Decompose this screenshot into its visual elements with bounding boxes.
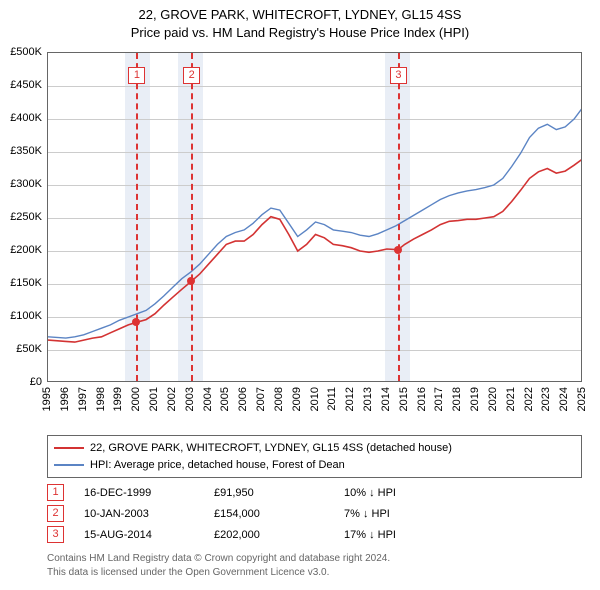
footer-line1: Contains HM Land Registry data © Crown c… — [47, 552, 582, 566]
x-tick-label: 2022 — [523, 387, 535, 411]
legend-swatch — [54, 464, 84, 466]
sale-price: £91,950 — [214, 487, 344, 499]
legend-swatch — [54, 447, 84, 449]
chart-lines — [48, 53, 582, 382]
x-tick-label: 2021 — [505, 387, 517, 411]
x-tick-label: 2020 — [487, 387, 499, 411]
x-tick-label: 2005 — [219, 387, 231, 411]
x-tick-label: 2000 — [130, 387, 142, 411]
sale-date: 16-DEC-1999 — [84, 487, 214, 499]
series-property — [48, 159, 582, 343]
sale-delta: 7% ↓ HPI — [344, 508, 464, 520]
event-line — [136, 53, 138, 381]
sale-marker: 1 — [47, 484, 64, 501]
y-tick-label: £200K — [0, 244, 42, 256]
x-tick-label: 2017 — [433, 387, 445, 411]
x-tick-label: 2010 — [309, 387, 321, 411]
y-tick-label: £50K — [0, 343, 42, 355]
x-tick-label: 1999 — [112, 387, 124, 411]
y-tick-label: £150K — [0, 277, 42, 289]
legend-row: HPI: Average price, detached house, Fore… — [54, 457, 575, 474]
event-marker: 1 — [128, 67, 145, 84]
x-tick-label: 2015 — [398, 387, 410, 411]
event-marker: 2 — [183, 67, 200, 84]
plot-area: 1 2 3 — [47, 52, 582, 382]
legend-label: HPI: Average price, detached house, Fore… — [90, 459, 345, 471]
x-tick-label: 2007 — [255, 387, 267, 411]
sale-row: 3 15-AUG-2014£202,00017% ↓ HPI — [47, 526, 582, 543]
x-tick-label: 2018 — [451, 387, 463, 411]
x-tick-label: 2019 — [469, 387, 481, 411]
x-tick-label: 2006 — [237, 387, 249, 411]
price-chart: 123 £0£50K£100K£150K£200K£250K£300K£350K… — [47, 52, 582, 382]
x-tick-label: 1997 — [77, 387, 89, 411]
sale-price: £202,000 — [214, 529, 344, 541]
y-tick-label: £450K — [0, 79, 42, 91]
sales-table: 1 16-DEC-1999£91,95010% ↓ HPI 2 10-JAN-2003… — [47, 480, 582, 547]
sale-row: 2 10-JAN-2003£154,0007% ↓ HPI — [47, 505, 582, 522]
sale-dot — [132, 318, 140, 326]
legend-label: 22, GROVE PARK, WHITECROFT, LYDNEY, GL15… — [90, 442, 452, 454]
y-tick-label: £250K — [0, 211, 42, 223]
sale-dot — [394, 246, 402, 254]
sale-marker: 2 — [47, 505, 64, 522]
sale-dot — [187, 277, 195, 285]
event-marker: 3 — [390, 67, 407, 84]
x-tick-label: 2002 — [166, 387, 178, 411]
legend: 22, GROVE PARK, WHITECROFT, LYDNEY, GL15… — [47, 435, 582, 478]
attribution-footer: Contains HM Land Registry data © Crown c… — [47, 552, 582, 579]
y-tick-label: £350K — [0, 145, 42, 157]
sale-date: 15-AUG-2014 — [84, 529, 214, 541]
chart-title: 22, GROVE PARK, WHITECROFT, LYDNEY, GL15… — [0, 0, 600, 41]
x-tick-label: 2003 — [184, 387, 196, 411]
sale-delta: 10% ↓ HPI — [344, 487, 464, 499]
y-tick-label: £400K — [0, 112, 42, 124]
y-tick-label: £100K — [0, 310, 42, 322]
title-line2: Price paid vs. HM Land Registry's House … — [0, 24, 600, 42]
x-tick-label: 2024 — [558, 387, 570, 411]
event-line — [191, 53, 193, 381]
x-tick-label: 2008 — [273, 387, 285, 411]
sale-date: 10-JAN-2003 — [84, 508, 214, 520]
footer-line2: This data is licensed under the Open Gov… — [47, 566, 582, 580]
x-tick-label: 1996 — [59, 387, 71, 411]
sale-delta: 17% ↓ HPI — [344, 529, 464, 541]
event-line — [398, 53, 400, 381]
sale-marker: 3 — [47, 526, 64, 543]
y-tick-label: £300K — [0, 178, 42, 190]
x-tick-label: 2013 — [362, 387, 374, 411]
x-tick-label: 2025 — [576, 387, 588, 411]
legend-row: 22, GROVE PARK, WHITECROFT, LYDNEY, GL15… — [54, 440, 575, 457]
x-tick-label: 2011 — [326, 387, 338, 411]
x-tick-label: 1998 — [95, 387, 107, 411]
title-line1: 22, GROVE PARK, WHITECROFT, LYDNEY, GL15… — [0, 6, 600, 24]
y-tick-label: £0 — [0, 376, 42, 388]
y-tick-label: £500K — [0, 46, 42, 58]
x-tick-label: 1995 — [41, 387, 53, 411]
x-tick-label: 2012 — [344, 387, 356, 411]
x-tick-label: 2009 — [291, 387, 303, 411]
x-tick-label: 2016 — [416, 387, 428, 411]
x-tick-label: 2023 — [540, 387, 552, 411]
x-tick-label: 2004 — [202, 387, 214, 411]
sale-row: 1 16-DEC-1999£91,95010% ↓ HPI — [47, 484, 582, 501]
x-tick-label: 2014 — [380, 387, 392, 411]
x-tick-label: 2001 — [148, 387, 160, 411]
sale-price: £154,000 — [214, 508, 344, 520]
series-hpi — [48, 107, 582, 338]
